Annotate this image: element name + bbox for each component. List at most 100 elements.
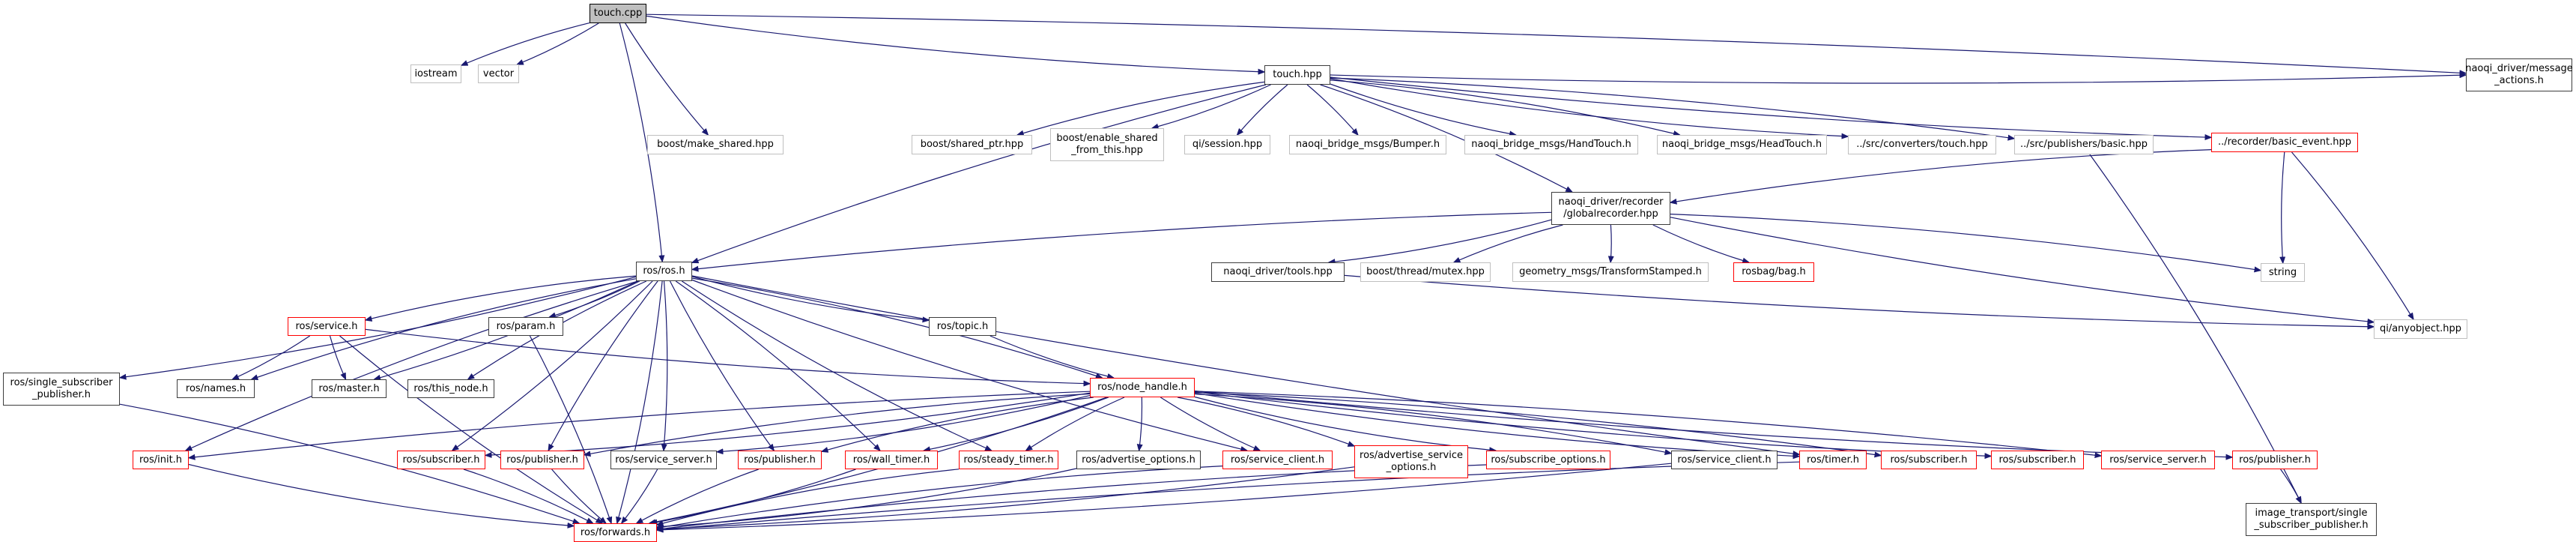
- graph-edge: [1160, 397, 1261, 451]
- graph-node-label: boost/make_shared.hpp: [657, 139, 774, 151]
- graph-edge: [649, 469, 856, 526]
- graph-node-ros-names-h[interactable]: ros/names.h: [177, 379, 255, 398]
- graph-node-label: naoqi_bridge_msgs/Bumper.h: [1295, 139, 1440, 151]
- graph-edge: [1016, 81, 1265, 136]
- graph-edge: [1236, 84, 1288, 136]
- graph-node-ros-subscriber-h[interactable]: ros/subscriber.h: [1991, 451, 2084, 469]
- graph-node-ros-service-client-h[interactable]: ros/service_client.h: [1222, 451, 1333, 469]
- graph-edge: [1320, 84, 1574, 193]
- graph-edge: [646, 15, 1266, 75]
- graph-node-ros-subscriber-h[interactable]: ros/subscriber.h: [1881, 451, 1977, 469]
- graph-edge: [1330, 72, 2467, 84]
- graph-node-rosbag-bag-h[interactable]: rosbag/bag.h: [1733, 262, 1814, 282]
- graph-node-ros-service-server-h[interactable]: ros/service_server.h: [2101, 451, 2215, 469]
- graph-node-ros-steady-timer-h[interactable]: ros/steady_timer.h: [959, 451, 1058, 469]
- graph-node-label: ros/steady_timer.h: [963, 454, 1054, 466]
- graph-node-naoqi-driver-message-actions-h[interactable]: naoqi_driver/message _actions.h: [2465, 58, 2573, 91]
- graph-node-naoqi-bridge-msgs-handtouch-h[interactable]: naoqi_bridge_msgs/HandTouch.h: [1464, 135, 1638, 154]
- graph-edge: [231, 335, 311, 380]
- graph-node-boost-thread-mutex-hpp[interactable]: boost/thread/mutex.hpp: [1360, 262, 1491, 282]
- graph-edge: [484, 392, 1091, 458]
- graph-node-boost-enable-shared-from-this-hpp[interactable]: boost/enable_shared _from_this.hpp: [1050, 128, 1164, 161]
- graph-node-label: ros/publisher.h: [2239, 454, 2311, 466]
- graph-node-ros-init-h[interactable]: ros/init.h: [133, 451, 189, 469]
- graph-edge: [1177, 397, 1356, 447]
- graph-edge: [675, 280, 881, 452]
- graph-edge: [1136, 397, 1143, 452]
- graph-node-ros-service-client-h[interactable]: ros/service_client.h: [1671, 451, 1778, 469]
- graph-node-label: ros/this_node.h: [413, 382, 488, 394]
- graph-node-qi-anyobject-hpp[interactable]: qi/anyobject.hpp: [2374, 319, 2467, 339]
- graph-edge: [329, 335, 347, 381]
- graph-node-naoqi-driver-tools-hpp[interactable]: naoqi_driver/tools.hpp: [1211, 262, 1345, 282]
- graph-edge: [1330, 79, 1681, 136]
- graph-node-ros-publisher-h[interactable]: ros/publisher.h: [500, 451, 584, 469]
- graph-edge: [365, 328, 1091, 387]
- graph-edge: [691, 277, 1103, 379]
- graph-edge: [1194, 391, 2103, 459]
- graph-node-ros-subscribe-options-h[interactable]: ros/subscribe_options.h: [1486, 451, 1610, 469]
- graph-node-label: image_transport/single _subscriber_publi…: [2254, 508, 2369, 531]
- graph-node-iostream[interactable]: iostream: [410, 64, 461, 83]
- graph-node-ros-forwards-h[interactable]: ros/forwards.h: [574, 523, 657, 542]
- graph-node-boost-make-shared-hpp[interactable]: boost/make_shared.hpp: [647, 135, 784, 154]
- graph-node-ros-node-handle-h[interactable]: ros/node_handle.h: [1090, 378, 1195, 397]
- graph-node-geometry-msgs-transformstamped-h[interactable]: geometry_msgs/TransformStamped.h: [1512, 262, 1709, 282]
- graph-edge: [1194, 391, 1882, 458]
- graph-node-ros-subscriber-h[interactable]: ros/subscriber.h: [397, 451, 485, 469]
- graph-edge: [661, 280, 668, 452]
- graph-edge: [715, 395, 1091, 455]
- graph-edge: [691, 211, 1552, 272]
- graph-node-ros-param-h[interactable]: ros/param.h: [488, 317, 563, 336]
- graph-edge: [655, 466, 1223, 530]
- graph-node-qi-session-hpp[interactable]: qi/session.hpp: [1184, 135, 1270, 154]
- graph-node-ros-master-h[interactable]: ros/master.h: [312, 379, 387, 398]
- graph-node-naoqi-bridge-msgs-bumper-h[interactable]: naoqi_bridge_msgs/Bumper.h: [1289, 135, 1446, 154]
- graph-node-touch-hpp[interactable]: touch.hpp: [1264, 65, 1330, 85]
- graph-edge: [669, 280, 775, 452]
- graph-edge: [1670, 214, 2262, 273]
- graph-edge: [339, 335, 604, 524]
- graph-node-ros-service-h[interactable]: ros/service.h: [288, 317, 366, 336]
- graph-node-ros-single-subscriber-publisher-h[interactable]: ros/single_subscriber _publisher.h: [3, 373, 120, 406]
- graph-node-label: ros/service_client.h: [1677, 454, 1772, 466]
- graph-node-label: ros/master.h: [318, 382, 380, 394]
- graph-edge: [364, 275, 637, 322]
- graph-node-ros-advertise-options-h[interactable]: ros/advertise_options.h: [1076, 451, 1201, 469]
- graph-node-ros-service-server-h[interactable]: ros/service_server.h: [610, 451, 717, 469]
- graph-edge: [655, 469, 960, 526]
- graph-node-ros-topic-h[interactable]: ros/topic.h: [929, 317, 996, 336]
- graph-node-ros-this-node-h[interactable]: ros/this_node.h: [407, 379, 494, 398]
- graph-node-boost-shared-ptr-hpp[interactable]: boost/shared_ptr.hpp: [912, 135, 1032, 154]
- graph-node-label: ros/advertise_service _options.h: [1360, 450, 1463, 473]
- graph-node-ros-timer-h[interactable]: ros/timer.h: [1799, 451, 1867, 469]
- graph-node-naoqi-bridge-msgs-headtouch-h[interactable]: naoqi_bridge_msgs/HeadTouch.h: [1657, 135, 1827, 154]
- graph-node-naoqi-driver-recorder-globalrecorder-hpp[interactable]: naoqi_driver/recorder /globalrecorder.hp…: [1551, 192, 1670, 225]
- graph-edge: [1670, 217, 2375, 325]
- graph-node-src-publishers-basic-hpp[interactable]: ../src/publishers/basic.hpp: [2014, 135, 2154, 154]
- graph-node-src-converters-touch-hpp[interactable]: ../src/converters/touch.hpp: [1848, 135, 1996, 154]
- graph-edge: [1607, 224, 1614, 264]
- graph-node-label: touch.hpp: [1273, 69, 1322, 81]
- graph-node-ros-wall-timer-h[interactable]: ros/wall_timer.h: [845, 451, 938, 469]
- graph-edge: [1652, 224, 1751, 264]
- graph-node-ros-ros-h[interactable]: ros/ros.h: [636, 262, 692, 281]
- graph-edge: [118, 276, 637, 380]
- graph-node-label: ../src/publishers/basic.hpp: [2019, 139, 2148, 151]
- graph-edge: [619, 22, 665, 263]
- graph-edge: [1194, 391, 1992, 460]
- graph-node-label: ros/forwards.h: [580, 526, 651, 538]
- graph-edge: [990, 335, 1115, 379]
- graph-node-touch-cpp[interactable]: touch.cpp: [590, 4, 646, 23]
- graph-node-ros-publisher-h[interactable]: ros/publisher.h: [738, 451, 822, 469]
- graph-node-vector[interactable]: vector: [478, 64, 519, 83]
- graph-edge: [655, 463, 1672, 533]
- graph-node-image-transport-single-subscriber-publisher-h[interactable]: image_transport/single _subscriber_publi…: [2246, 503, 2377, 536]
- graph-node-ros-publisher-h[interactable]: ros/publisher.h: [2232, 451, 2318, 469]
- graph-node-string[interactable]: string: [2261, 263, 2305, 282]
- graph-edge: [655, 461, 1800, 533]
- graph-node-ros-advertise-service-options-h[interactable]: ros/advertise_service _options.h: [1354, 445, 1468, 478]
- graph-node-recorder-basic-event-hpp[interactable]: ../recorder/basic_event.hpp: [2211, 133, 2358, 152]
- graph-edge: [2280, 469, 2302, 505]
